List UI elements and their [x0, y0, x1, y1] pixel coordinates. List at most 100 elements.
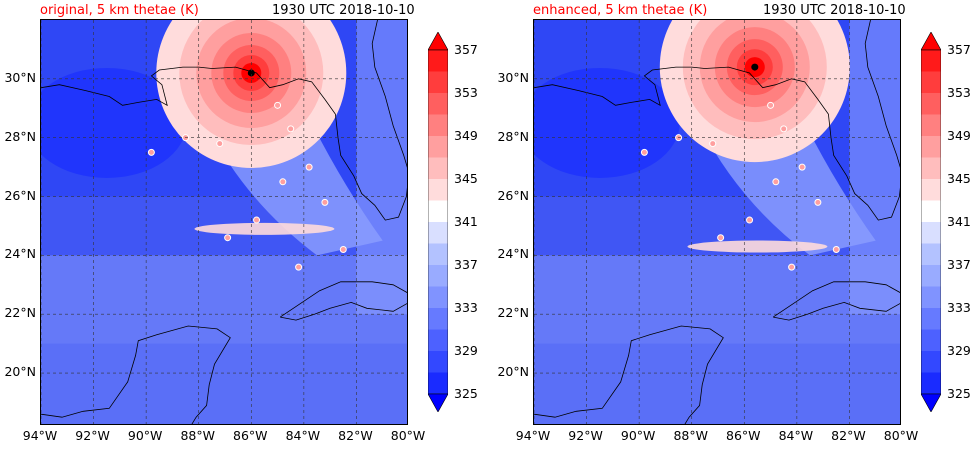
- lon-tick-label: 92°W: [75, 428, 110, 443]
- lon-tick-label: 90°W: [127, 428, 163, 443]
- colorbar-extend-max: [428, 32, 448, 51]
- colorbar-segment: [921, 157, 941, 180]
- colorbar-segment: [921, 222, 941, 244]
- colorbar-tick-label: 325: [947, 386, 971, 401]
- map-enhanced: [533, 19, 901, 425]
- colorbar-segment: [428, 222, 448, 244]
- coastline: [41, 20, 407, 221]
- colorbar-segment: [921, 308, 941, 330]
- colorbar-tick-label: 349: [947, 128, 971, 143]
- convective-cell: [767, 101, 775, 109]
- colorbar-tick-label: 337: [947, 257, 971, 272]
- convective-cell: [640, 148, 648, 156]
- colorbar-tick-label: 341: [947, 214, 971, 229]
- map-original: [40, 19, 408, 425]
- colorbar-segment: [428, 200, 448, 223]
- lat-tick-label: 24°N: [4, 246, 36, 262]
- thetae-map: [534, 20, 900, 424]
- convective-cell: [253, 216, 261, 224]
- lon-tick-label: 92°W: [568, 428, 603, 443]
- convective-cell: [717, 234, 725, 242]
- convective-cell: [295, 263, 303, 271]
- lat-tick-label: 30°N: [497, 69, 529, 85]
- lon-tick-label: 94°W: [22, 428, 58, 443]
- colorbar-tick-label: 349: [454, 128, 478, 143]
- convective-cell: [216, 140, 224, 148]
- lat-tick-label: 20°N: [497, 364, 529, 380]
- lat-tick-label: 28°N: [497, 128, 529, 144]
- lon-tick-label: 88°W: [673, 428, 708, 443]
- colorbar-tick-label: 341: [454, 214, 478, 229]
- colorbar-segment: [428, 179, 448, 201]
- coastline: [279, 281, 407, 321]
- lat-tick-label: 26°N: [497, 187, 529, 203]
- lat-tick-label: 26°N: [4, 187, 36, 203]
- lon-tick-label: 84°W: [778, 428, 814, 443]
- colorbar-segment: [428, 71, 448, 94]
- panel-title: original, 5 km thetae (K): [40, 3, 199, 18]
- colorbar-extend-min: [921, 393, 941, 412]
- convective-cell: [746, 216, 754, 224]
- lat-tick-label: 24°N: [497, 246, 529, 262]
- colorbar-segment: [921, 50, 941, 72]
- coastline: [534, 20, 900, 221]
- coastline: [534, 325, 724, 424]
- storm-center-marker: [751, 63, 759, 71]
- colorbar-tick-label: 345: [947, 171, 971, 186]
- colorbar-segment: [428, 286, 448, 309]
- colorbar-segment: [921, 351, 941, 373]
- coastline: [41, 325, 231, 424]
- colorbar-segment: [428, 93, 448, 115]
- lon-tick-label: 86°W: [726, 428, 761, 443]
- colorbar-segment: [428, 243, 448, 266]
- panel-title: enhanced, 5 km thetae (K): [533, 3, 708, 18]
- convective-cell: [287, 125, 295, 133]
- thetae-map: [41, 20, 407, 424]
- convective-cell: [832, 245, 840, 253]
- colorbar-segment: [921, 179, 941, 201]
- lon-tick-label: 82°W: [338, 428, 373, 443]
- colorbar-segment: [921, 329, 941, 352]
- colorbar-tick-label: 345: [454, 171, 478, 186]
- colorbar-segment: [428, 329, 448, 352]
- colorbar-tick-label: 325: [454, 386, 478, 401]
- colorbar-segment: [921, 71, 941, 94]
- field-band: [41, 255, 407, 344]
- lat-tick-label: 20°N: [4, 364, 36, 380]
- coastline: [772, 281, 900, 321]
- lat-tick-label: 22°N: [497, 305, 529, 321]
- colorbar-segment: [428, 136, 448, 158]
- panel-enhanced: enhanced, 5 km thetae (K) 1930 UTC 2018-…: [493, 0, 972, 449]
- colorbar-segment: [921, 286, 941, 309]
- colorbar-segment: [428, 308, 448, 330]
- lat-tick-label: 28°N: [4, 128, 36, 144]
- lon-tick-label: 94°W: [515, 428, 551, 443]
- colorbar: [428, 32, 448, 412]
- colorbar-segment: [428, 372, 448, 395]
- convective-cell: [321, 198, 329, 206]
- field-band: [534, 255, 900, 344]
- convective-cell: [305, 163, 313, 171]
- colorbar-tick-label: 333: [454, 300, 478, 315]
- convective-cell: [772, 178, 780, 186]
- field-band: [356, 20, 407, 315]
- colorbar-tick-label: 353: [454, 85, 478, 100]
- colorbar-tick-label: 357: [947, 42, 971, 57]
- field-band: [849, 20, 900, 315]
- convective-cell: [709, 140, 717, 148]
- colorbar-segment: [428, 114, 448, 137]
- lon-tick-label: 90°W: [620, 428, 656, 443]
- convective-cell: [274, 101, 282, 109]
- convective-cell: [224, 234, 232, 242]
- warm-band: [194, 222, 335, 235]
- convective-cell: [780, 125, 788, 133]
- panel-time: 1930 UTC 2018-10-10: [763, 3, 906, 18]
- colorbar-tick-label: 333: [947, 300, 971, 315]
- panel-original: original, 5 km thetae (K) 1930 UTC 2018-…: [4, 3, 478, 443]
- colorbar-segment: [428, 50, 448, 72]
- lon-tick-label: 88°W: [180, 428, 215, 443]
- lon-tick-label: 80°W: [883, 428, 919, 443]
- colorbar-tick-label: 337: [454, 257, 478, 272]
- colorbar-extend-max: [921, 32, 941, 51]
- colorbar-tick-label: 329: [454, 343, 478, 358]
